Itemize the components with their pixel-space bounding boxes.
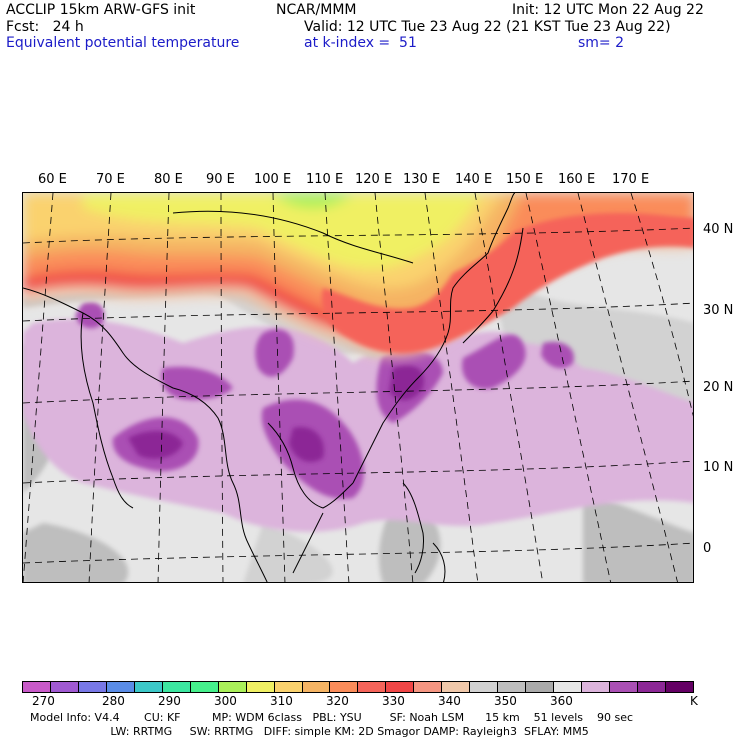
colorbar-swatch bbox=[218, 682, 247, 692]
level-index: at k-index = 51 bbox=[304, 35, 417, 51]
map-panel bbox=[22, 192, 694, 583]
colorbar-unit: K bbox=[690, 694, 698, 708]
colorbar-label-290: 290 bbox=[158, 694, 181, 708]
colorbar-swatch bbox=[665, 682, 693, 692]
colorbar-label-340: 340 bbox=[438, 694, 461, 708]
lat-label-30n: 30 N bbox=[703, 303, 734, 318]
colorbar-swatch bbox=[78, 682, 107, 692]
colorbar-swatch bbox=[50, 682, 79, 692]
colorbar-swatch bbox=[637, 682, 666, 692]
colorbar-label-350: 350 bbox=[494, 694, 517, 708]
colorbar-label-280: 280 bbox=[102, 694, 125, 708]
model-title: ACCLIP 15km ARW-GFS init bbox=[6, 2, 196, 18]
lon-label-100e: 100 E bbox=[254, 172, 292, 187]
colorbar-swatch bbox=[358, 682, 387, 692]
colorbar-swatch bbox=[134, 682, 163, 692]
institution-label: NCAR/MMM bbox=[276, 2, 357, 18]
colorbar-swatch bbox=[106, 682, 135, 692]
model-info-line2: LW: RRTMG SW: RRTMG DIFF: simple KM: 2D … bbox=[30, 725, 589, 738]
colorbar-swatch bbox=[246, 682, 275, 692]
colorbar-swatch bbox=[190, 682, 219, 692]
lon-label-170e: 170 E bbox=[612, 172, 650, 187]
colorbar-swatch bbox=[330, 682, 359, 692]
colorbar-swatch bbox=[414, 682, 443, 692]
colorbar bbox=[22, 681, 694, 693]
lat-label-0: 0 bbox=[703, 541, 712, 556]
lon-label-130e: 130 E bbox=[403, 172, 441, 187]
colorbar-swatch bbox=[498, 682, 527, 692]
lat-label-20n: 20 N bbox=[703, 380, 734, 395]
lon-label-90e: 90 E bbox=[206, 172, 235, 187]
colorbar-label-330: 330 bbox=[382, 694, 405, 708]
colorbar-swatch bbox=[470, 682, 499, 692]
forecast-hour: Fcst: 24 h bbox=[6, 19, 84, 35]
lon-label-80e: 80 E bbox=[154, 172, 183, 187]
graticule bbox=[23, 193, 693, 582]
lat-label-40n: 40 N bbox=[703, 222, 734, 237]
colorbar-swatch bbox=[582, 682, 611, 692]
lon-label-120e: 120 E bbox=[355, 172, 393, 187]
lon-label-110e: 110 E bbox=[306, 172, 344, 187]
field-name: Equivalent potential temperature bbox=[6, 35, 240, 51]
init-time: Init: 12 UTC Mon 22 Aug 22 bbox=[512, 2, 704, 18]
dark-purple-cores bbox=[75, 301, 574, 499]
valid-time: Valid: 12 UTC Tue 23 Aug 22 (21 KST Tue … bbox=[304, 19, 671, 35]
lat-label-10n: 10 N bbox=[703, 460, 734, 475]
colorbar-swatch bbox=[526, 682, 555, 692]
lon-label-150e: 150 E bbox=[506, 172, 544, 187]
colorbar-label-320: 320 bbox=[326, 694, 349, 708]
coastlines bbox=[23, 193, 524, 582]
colorbar-label-270: 270 bbox=[32, 694, 55, 708]
colorbar-swatch bbox=[554, 682, 583, 692]
colorbar-swatch bbox=[23, 682, 51, 692]
colorbar-swatch bbox=[274, 682, 303, 692]
lon-label-160e: 160 E bbox=[558, 172, 596, 187]
colorbar-label-300: 300 bbox=[214, 694, 237, 708]
colorbar-swatch bbox=[302, 682, 331, 692]
colorbar-swatch bbox=[162, 682, 191, 692]
colorbar-swatch bbox=[610, 682, 638, 692]
lon-label-60e: 60 E bbox=[38, 172, 67, 187]
red-tongue bbox=[321, 213, 693, 354]
lon-label-140e: 140 E bbox=[455, 172, 493, 187]
theta-e-map bbox=[23, 193, 693, 582]
smoothing-label: sm= 2 bbox=[578, 35, 625, 51]
colorbar-swatch bbox=[442, 682, 471, 692]
colorbar-label-360: 360 bbox=[550, 694, 573, 708]
colorbar-swatch bbox=[386, 682, 415, 692]
colorbar-label-310: 310 bbox=[270, 694, 293, 708]
lon-label-70e: 70 E bbox=[96, 172, 125, 187]
model-info-line1: Model Info: V4.4 CU: KF MP: WDM 6class P… bbox=[30, 711, 634, 724]
